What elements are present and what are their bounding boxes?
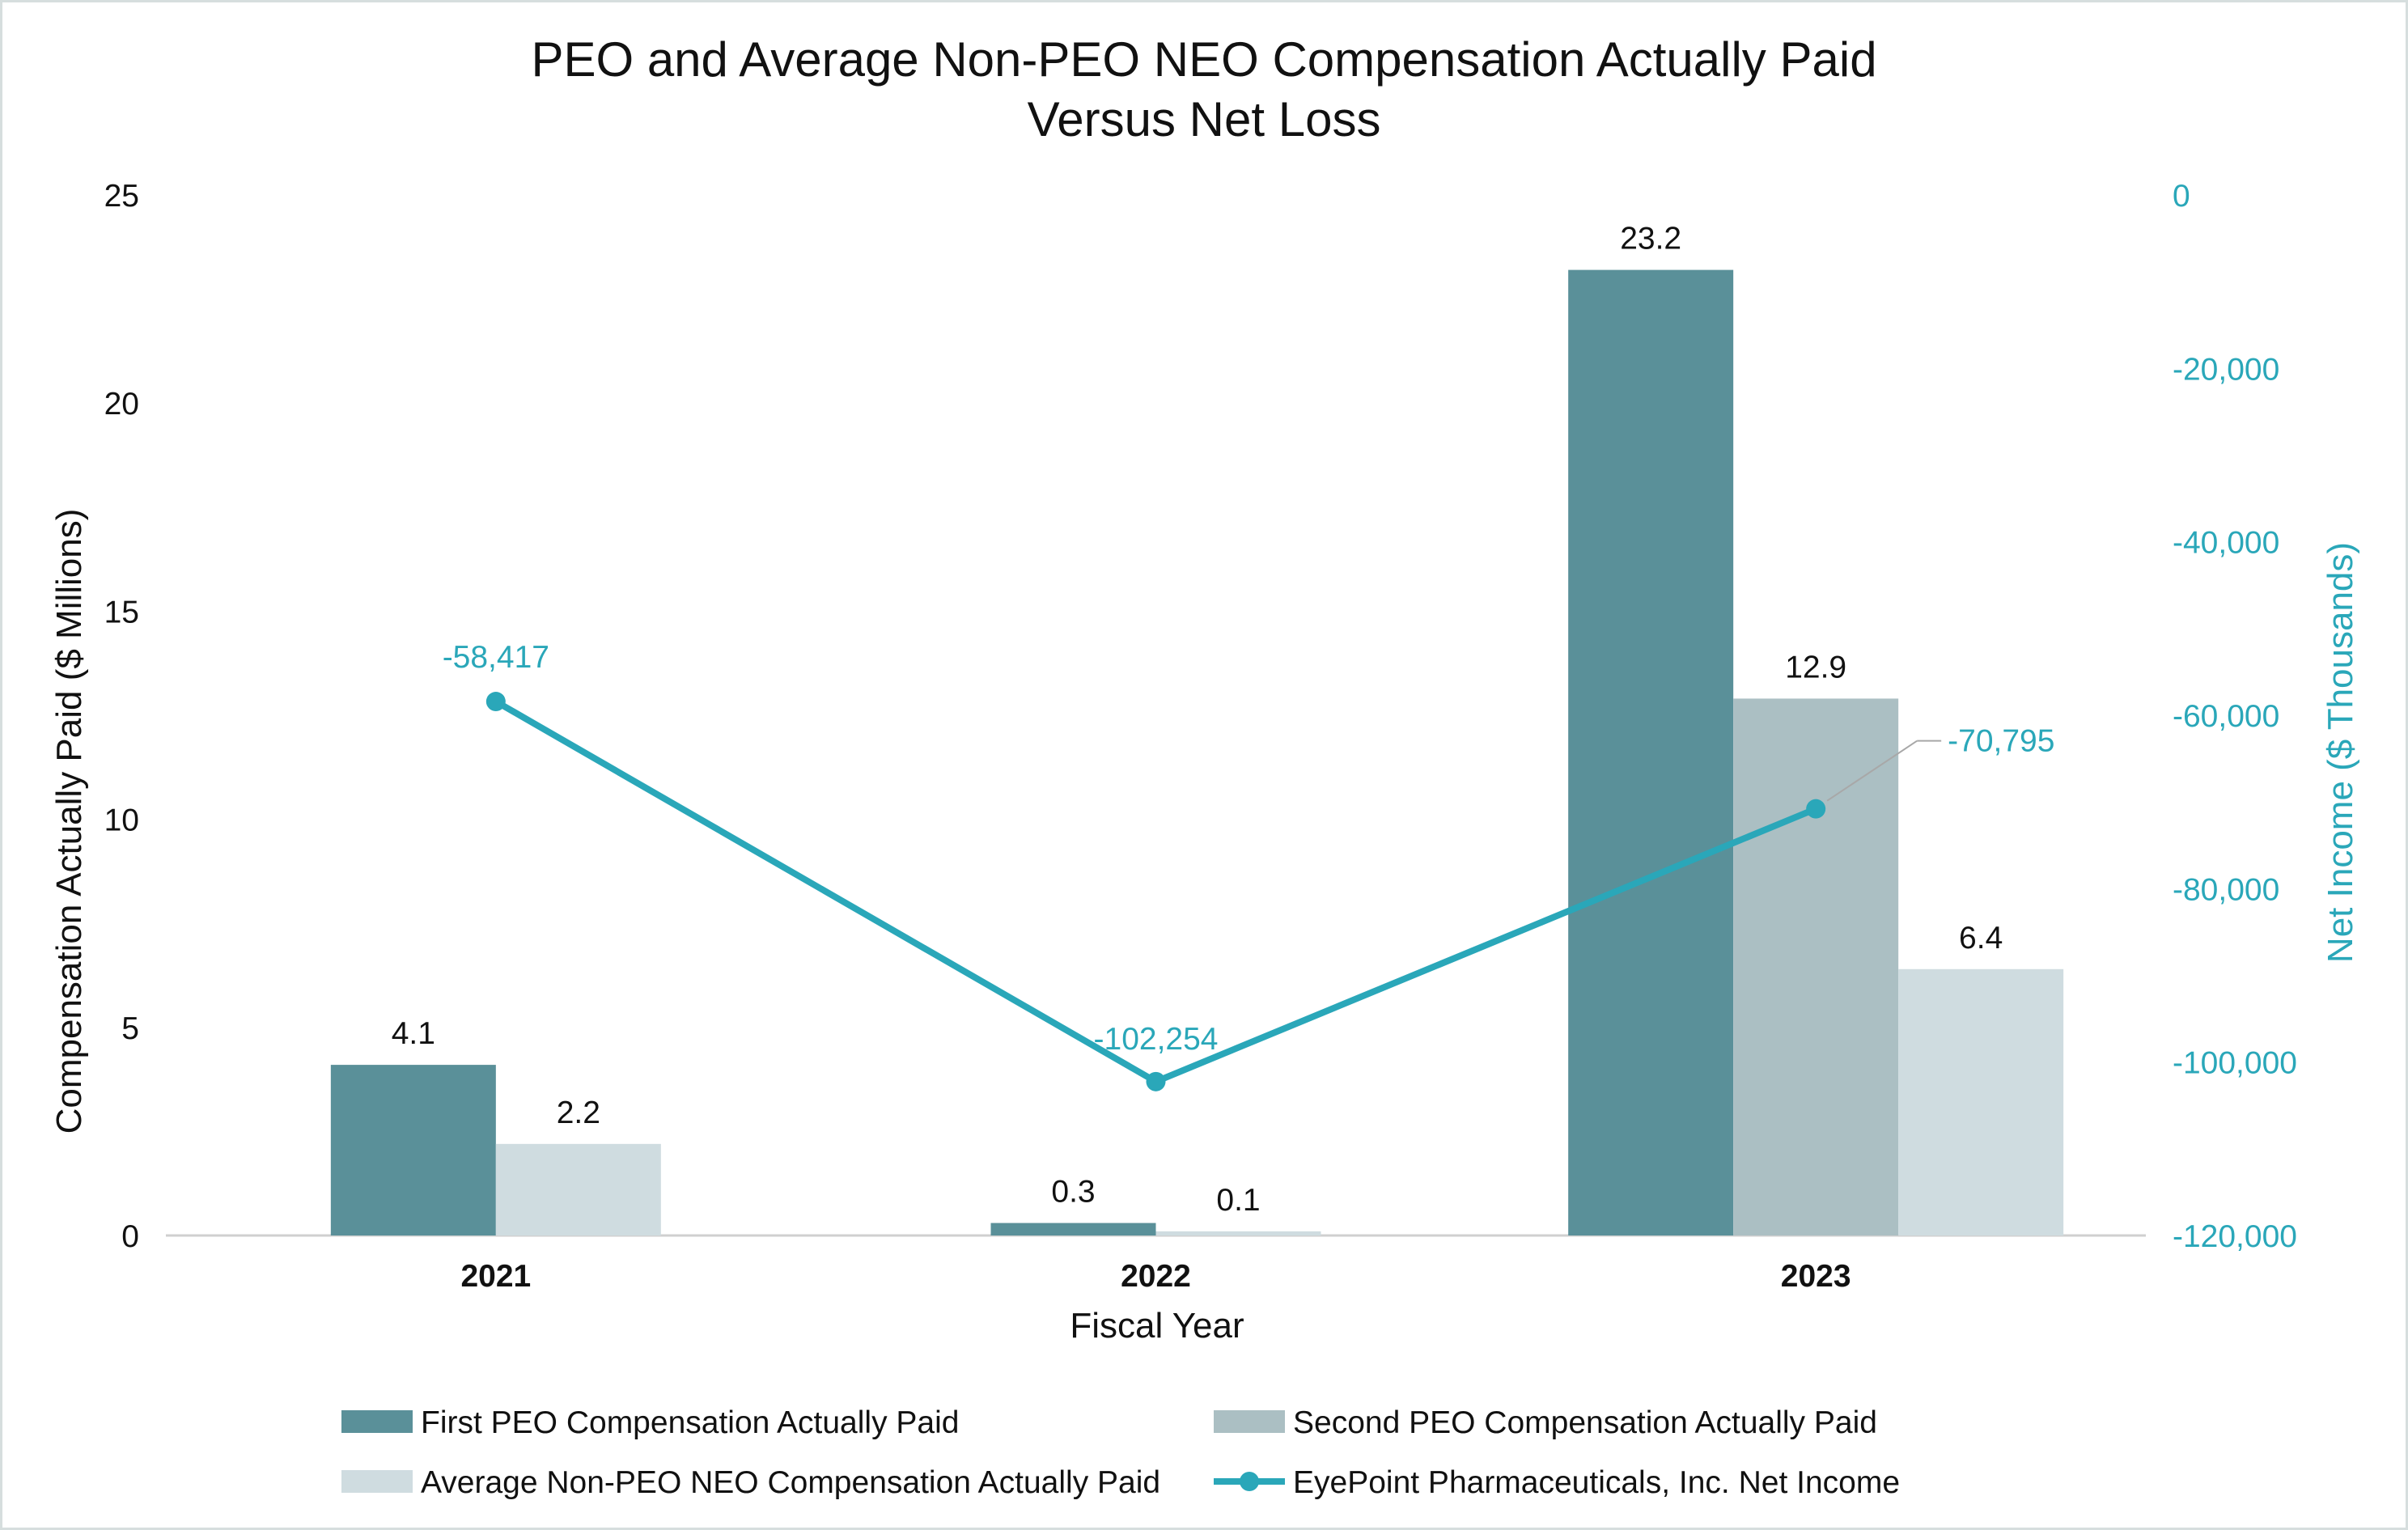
legend-swatch: [341, 1470, 413, 1493]
data-label-leader-line: [1826, 740, 1918, 802]
right-tick-label: -40,000: [2173, 526, 2279, 561]
bar: [1155, 1231, 1321, 1235]
left-tick-label: 20: [104, 387, 139, 422]
category-label: 2023: [1781, 1259, 1851, 1294]
right-axis-title: Net Income ($ Thousands): [2321, 542, 2360, 963]
net-income-line-series: [485, 692, 1826, 1091]
category-labels: 2021 2022 2023: [460, 1259, 1851, 1294]
right-tick-label: 0: [2173, 179, 2190, 214]
bar-data-label: 0.3: [1051, 1175, 1095, 1210]
bar-data-label: 0.1: [1216, 1183, 1260, 1218]
bar-data-labels: 4.1 2.2 0.3 0.1 23.2 12.9 6.4: [392, 222, 2003, 1218]
net-income-label: -70,795: [1948, 724, 2054, 759]
category-label: 2021: [460, 1259, 531, 1294]
bar: [330, 1065, 496, 1235]
chart-legend: First PEO Compensation Actually Paid Seco…: [341, 1405, 1900, 1500]
bar: [495, 1143, 661, 1235]
left-tick-label: 5: [121, 1011, 139, 1046]
x-axis-title: Fiscal Year: [1070, 1306, 1244, 1346]
chart-title-line1: PEO and Average Non-PEO NEO Compensation…: [531, 32, 1876, 87]
bar: [1898, 968, 2064, 1235]
bar-data-label: 6.4: [1959, 921, 2003, 956]
right-axis-ticks: 0 -20,000 -40,000 -60,000 -80,000 -100,000 -12…: [2173, 179, 2297, 1254]
left-axis-title: Compensation Actually Paid ($ Millions): [49, 509, 89, 1134]
left-axis-ticks: 0 5 10 15 20 25: [104, 179, 139, 1254]
right-tick-label: -60,000: [2173, 699, 2279, 734]
bar-data-label: 4.1: [392, 1016, 435, 1051]
bar: [1568, 269, 1734, 1235]
net-income-point: [1806, 799, 1826, 819]
left-tick-label: 10: [104, 803, 139, 838]
bar: [1733, 698, 1899, 1235]
right-tick-label: -80,000: [2173, 872, 2279, 907]
left-tick-label: 25: [104, 179, 139, 214]
legend-swatch: [341, 1410, 413, 1433]
legend-entry: Second PEO Compensation Actually Paid: [1293, 1405, 1877, 1440]
right-tick-label: -100,000: [2173, 1046, 2297, 1081]
category-label: 2022: [1121, 1259, 1191, 1294]
bar-data-label: 23.2: [1620, 222, 1681, 256]
left-tick-label: 0: [121, 1219, 139, 1254]
net-income-data-labels: -58,417 -102,254 -70,795: [443, 640, 2055, 1057]
left-tick-label: 15: [104, 595, 139, 629]
legend-swatch: [1214, 1410, 1285, 1433]
legend-marker: [1240, 1472, 1259, 1491]
chart-title-line2: Versus Net Loss: [1028, 92, 1381, 146]
net-income-label: -58,417: [443, 640, 549, 675]
net-income-label: -102,254: [1094, 1022, 1219, 1057]
legend-entry: First PEO Compensation Actually Paid: [421, 1405, 959, 1440]
bar: [990, 1223, 1156, 1235]
right-tick-label: -20,000: [2173, 352, 2279, 387]
bar-series: [330, 269, 2064, 1235]
legend-entry: EyePoint Pharmaceuticals, Inc. Net Incom…: [1293, 1465, 1900, 1500]
legend-entry: Average Non-PEO NEO Compensation Actuall…: [421, 1465, 1160, 1500]
bar-data-label: 12.9: [1785, 650, 1846, 684]
bar-data-label: 2.2: [557, 1096, 600, 1130]
net-income-point: [1146, 1071, 1166, 1091]
right-tick-label: -120,000: [2173, 1219, 2297, 1254]
net-income-point: [485, 692, 506, 712]
